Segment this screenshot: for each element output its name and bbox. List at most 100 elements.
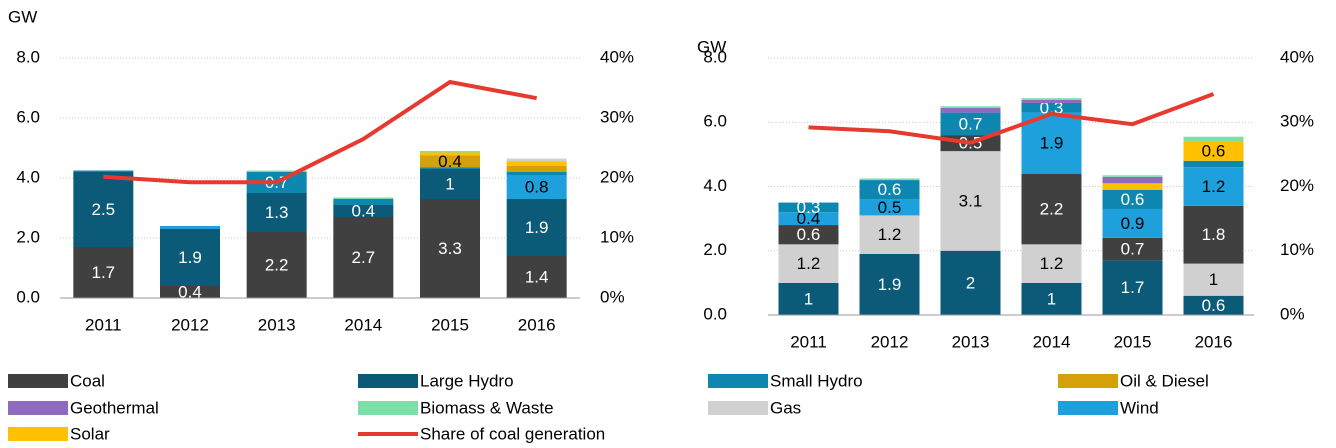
bar-segment: [1183, 167, 1244, 206]
legend-label: Solar: [70, 424, 110, 443]
bar-segment: [940, 112, 1001, 136]
y2-tick-label: 0%: [1280, 304, 1305, 323]
bar-segment: [1183, 263, 1244, 296]
y-tick-label: 6.0: [703, 112, 727, 131]
bar-segment: [1183, 295, 1244, 315]
y2-tick-label: 20%: [1280, 176, 1314, 195]
bar-segment: [1102, 260, 1163, 315]
data-label: 0.4: [438, 152, 462, 171]
bar-segment: [506, 158, 567, 162]
bar-segment: [1183, 141, 1244, 161]
bar-segment: [160, 226, 220, 229]
x-tick-label: 2013: [258, 315, 296, 334]
bar-segment: [73, 247, 134, 298]
bar-segment: [1183, 160, 1244, 168]
legend-swatch: [1058, 401, 1118, 415]
data-label: 1.2: [1040, 254, 1064, 273]
bar-segment: [1102, 176, 1163, 184]
data-label: 0.3: [1040, 98, 1064, 117]
x-tick-label: 2013: [952, 332, 990, 351]
y-tick-label: 8.0: [16, 47, 40, 66]
bar-segment: [246, 232, 307, 298]
data-label: 1.9: [178, 248, 202, 267]
bar-segment: [778, 212, 839, 226]
bar-segment: [506, 175, 567, 199]
bar-segment: [1183, 136, 1244, 142]
y2-tick-label: 0%: [600, 287, 625, 306]
data-label: 1.3: [265, 203, 289, 222]
bar-segment: [778, 282, 839, 315]
bar-segment: [420, 199, 480, 298]
y2-tick-label: 30%: [1280, 112, 1314, 131]
bar-segment: [859, 180, 920, 200]
bar-segment: [940, 107, 1001, 113]
y2-tick-label: 40%: [600, 47, 634, 66]
bar-segment: [506, 256, 567, 298]
x-tick-label: 2011: [790, 332, 827, 351]
line-series: [103, 79, 538, 185]
legend-swatch: [358, 374, 418, 388]
legend-swatch: [8, 401, 68, 415]
data-label: 0.6: [1202, 142, 1226, 161]
bar-segment: [246, 170, 307, 172]
data-label: 0.8: [525, 177, 549, 196]
bar-segment: [859, 199, 920, 216]
data-label: 1.4: [525, 267, 549, 286]
data-label: 0.9: [1121, 214, 1145, 233]
bar-segment: [420, 151, 480, 153]
y-tick-label: 4.0: [703, 176, 727, 195]
bar-segment: [940, 250, 1001, 315]
y-axis-label: GW: [8, 7, 37, 26]
x-tick-label: 2015: [1114, 332, 1152, 351]
x-tick-label: 2012: [871, 332, 909, 351]
y-axis-label: GW: [697, 37, 726, 56]
data-label: 0.3: [797, 198, 821, 217]
bar-segment: [1021, 98, 1082, 100]
bar-segment: [73, 172, 134, 247]
data-label: 0.6: [1202, 296, 1226, 315]
bar-segment: [506, 166, 567, 172]
data-label: 1.7: [1121, 278, 1145, 297]
legend-label: Gas: [770, 398, 801, 417]
data-label: 2.2: [265, 255, 289, 274]
bar-segment: [1102, 208, 1163, 238]
legend-swatch: [708, 374, 768, 388]
bar-segment: [333, 197, 394, 199]
y-tick-label: 2.0: [16, 227, 40, 246]
x-tick-label: 2012: [171, 315, 209, 334]
legend-label: Wind: [1120, 398, 1159, 417]
line-series: [808, 92, 1215, 145]
bar-segment: [940, 106, 1001, 108]
data-label: 2.5: [92, 200, 116, 219]
data-label: 1.9: [525, 218, 549, 237]
bar-segment: [73, 170, 134, 172]
bar-segment: [1021, 282, 1082, 315]
data-label: 0.7: [959, 114, 983, 133]
y-tick-label: 0.0: [16, 287, 40, 306]
y-tick-label: 6.0: [16, 107, 40, 126]
data-label: 1: [445, 174, 454, 193]
data-label: 1: [804, 289, 813, 308]
bar-segment: [940, 151, 1001, 251]
bar-segment: [420, 169, 480, 199]
data-label: 1.9: [1040, 134, 1064, 153]
data-label: 0.4: [797, 209, 821, 228]
bar-segment: [1102, 175, 1163, 177]
legend-label: Coal: [70, 371, 105, 390]
y-tick-label: 0.0: [703, 304, 727, 323]
data-label: 1.2: [878, 225, 902, 244]
y2-tick-label: 10%: [1280, 240, 1314, 259]
bar-segment: [778, 244, 839, 283]
y-tick-label: 8.0: [703, 47, 727, 66]
legend-swatch: [1058, 374, 1118, 388]
bar-segment: [420, 155, 480, 168]
bar-segment: [1183, 205, 1244, 264]
bar-segment: [506, 161, 567, 166]
data-label: 0.4: [352, 201, 376, 220]
data-label: 0.6: [878, 180, 902, 199]
legend-swatch: [358, 401, 418, 415]
data-label: 0.6: [1121, 190, 1145, 209]
legend-label: Oil & Diesel: [1120, 371, 1209, 390]
x-tick-label: 2014: [1033, 332, 1071, 351]
